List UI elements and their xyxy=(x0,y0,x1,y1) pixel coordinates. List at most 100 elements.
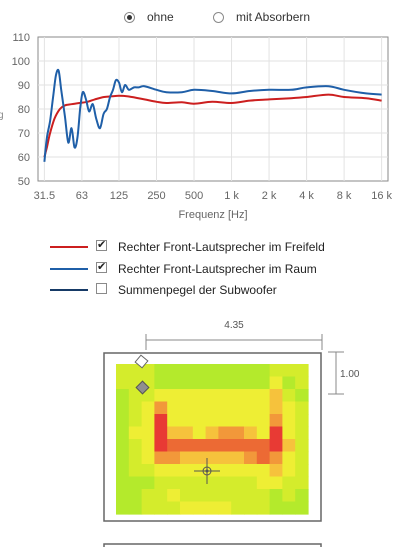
heatmap-cell xyxy=(244,464,258,478)
distance-label: 1.00 xyxy=(340,369,360,380)
heatmap-cell xyxy=(205,439,219,453)
checkbox-freifeld[interactable]: ✔ xyxy=(96,239,107,251)
radio-ohne[interactable]: ohne xyxy=(124,10,174,24)
heatmap-cell xyxy=(141,464,155,478)
heatmap-cell xyxy=(256,414,271,428)
heatmap-cell xyxy=(269,439,283,453)
heatmap-cell xyxy=(154,364,168,378)
x-axis-label: Frequenz [Hz] xyxy=(178,209,247,221)
heatmap-cell xyxy=(167,414,181,428)
heatmap-cell xyxy=(167,464,181,478)
heatmap-cell xyxy=(231,464,245,478)
heatmap-cell xyxy=(295,464,309,478)
speaker-marker-white[interactable] xyxy=(134,354,149,369)
heatmap-cell xyxy=(231,489,245,503)
heatmap-cell xyxy=(256,426,271,440)
heatmap-cell xyxy=(116,414,130,428)
x-tick-label: 31.5 xyxy=(34,190,55,202)
heatmap-cell xyxy=(180,426,194,440)
heatmap-cell xyxy=(192,439,207,453)
heatmap-cell xyxy=(256,364,271,378)
heatmap-cell xyxy=(116,489,130,503)
heatmap-cell xyxy=(192,414,207,428)
x-tick-label: 4 k xyxy=(299,190,314,202)
heatmap-cell xyxy=(244,414,258,428)
heatmap-cell xyxy=(282,426,296,440)
heatmap-cell xyxy=(269,376,283,390)
heatmap-cell xyxy=(154,376,168,390)
heatmap-cell xyxy=(231,501,245,515)
heatmap-cell xyxy=(269,501,283,515)
y-tick-label: 90 xyxy=(18,80,30,92)
heatmap-cell xyxy=(180,501,194,515)
heatmap-cell xyxy=(192,426,207,440)
heatmap-cell xyxy=(295,489,309,503)
heatmap-cell xyxy=(218,414,232,428)
heatmap-cell xyxy=(167,501,181,515)
heatmap-cell xyxy=(154,464,168,478)
heatmap-cell xyxy=(269,364,283,378)
speaker-marker-grey[interactable] xyxy=(135,380,150,395)
heatmap-cell xyxy=(269,389,283,403)
heatmap-cell xyxy=(116,439,130,453)
heatmap-cell xyxy=(205,451,219,465)
heatmap-cell xyxy=(218,401,232,415)
heatmap-cell xyxy=(141,489,155,503)
listener-crosshair-icon[interactable] xyxy=(194,458,220,484)
heatmap-cell xyxy=(244,389,258,403)
legend-line-subwoofer xyxy=(50,289,88,291)
heatmap-cell xyxy=(282,501,296,515)
heatmap-cell xyxy=(167,401,181,415)
legend-row-subwoofer: Summenpegel der Subwoofer xyxy=(0,281,414,299)
radio-button-mit-absorbern[interactable] xyxy=(213,11,224,23)
legend-label-subwoofer: Summenpegel der Subwoofer xyxy=(118,283,277,297)
heatmap-cell xyxy=(128,501,143,515)
heatmap-cell xyxy=(295,364,309,378)
heatmap-cell xyxy=(282,464,296,478)
heatmap-cell xyxy=(167,489,181,503)
heatmap-cell xyxy=(205,364,219,378)
heatmap-cell xyxy=(218,464,232,478)
heatmap-cell xyxy=(295,389,309,403)
radio-mit-absorbern[interactable]: mit Absorbern xyxy=(213,10,310,24)
heatmap-cell xyxy=(205,476,219,490)
checkbox-raum[interactable]: ✔ xyxy=(96,261,107,273)
x-tick-label: 125 xyxy=(110,190,128,202)
heatmap-cell xyxy=(128,364,143,378)
heatmap-cell xyxy=(295,501,309,515)
heatmap-cell xyxy=(295,451,309,465)
heatmap-cell xyxy=(256,451,271,465)
heatmap-cell xyxy=(128,476,143,490)
heatmap-cell xyxy=(256,501,271,515)
heatmap-cell xyxy=(295,476,309,490)
heatmap-cell xyxy=(128,489,143,503)
heatmap-cell xyxy=(295,376,309,390)
next-panel-top-edge xyxy=(103,543,322,547)
heatmap-cell xyxy=(218,364,232,378)
heatmap-cell xyxy=(218,451,232,465)
y-tick-label: 110 xyxy=(12,32,30,44)
x-tick-label: 16 k xyxy=(371,190,392,202)
heatmap-cell xyxy=(218,489,232,503)
heatmap-cell xyxy=(116,476,130,490)
checkbox-subwoofer[interactable] xyxy=(96,283,107,294)
heatmap-cell xyxy=(116,364,130,378)
heatmap-cell xyxy=(205,426,219,440)
heatmap-cell xyxy=(192,401,207,415)
radio-button-ohne[interactable] xyxy=(124,11,135,23)
heatmap-cell xyxy=(128,401,143,415)
heatmap-cell xyxy=(116,451,130,465)
heatmap-cell xyxy=(180,464,194,478)
heatmap-cell xyxy=(282,414,296,428)
heatmap-cell xyxy=(244,451,258,465)
y-tick-label: 70 xyxy=(18,128,30,140)
x-tick-label: 8 k xyxy=(337,190,352,202)
heatmap-cell xyxy=(154,389,168,403)
heatmap-cell xyxy=(180,401,194,415)
heatmap-cell xyxy=(282,476,296,490)
heatmap-cell xyxy=(180,451,194,465)
chart-tick-labels: 50 60 70 80 90 100 110 31.5 63 125 250 500 1 k 2 k 4 k… xyxy=(12,32,393,202)
frequency-response-chart: 50 60 70 80 90 100 110 31.5 63 125 250 500 1 k 2 k 4 k… xyxy=(0,32,393,221)
heatmap-cell xyxy=(180,439,194,453)
series-line-raum xyxy=(43,68,382,162)
